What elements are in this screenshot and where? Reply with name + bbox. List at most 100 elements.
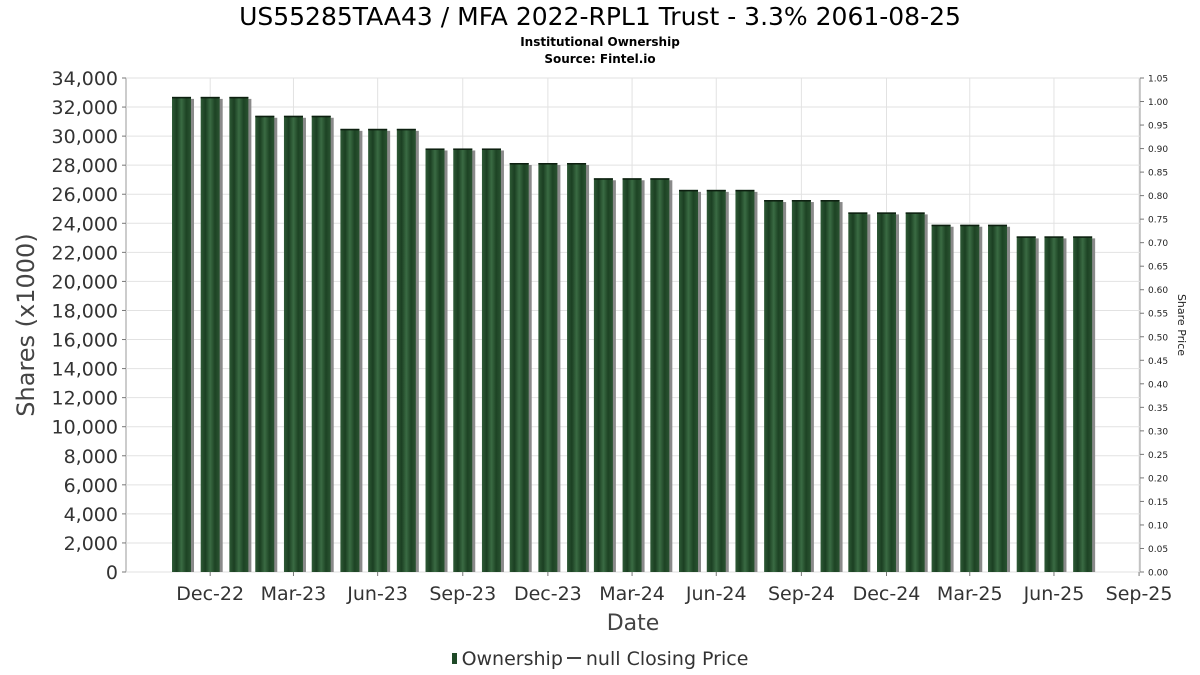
y2-tick-label: 0.50 [1148,333,1168,343]
ownership-bar [425,148,445,572]
y-tick-label: 28,000 [52,155,118,177]
ownership-bar [200,96,220,572]
ownership-bar [877,212,896,572]
bar-cap [368,128,388,131]
bar-cap [283,115,303,118]
y2-tick-label: 0.95 [1148,122,1168,132]
bar-cap [593,178,613,180]
ownership-bar [255,115,275,572]
y2-tick-label: 0.60 [1148,286,1168,296]
ownership-bar [905,212,925,572]
ownership-bar [1044,236,1064,572]
bar-cap [905,212,925,214]
ownership-bar [567,162,587,572]
bar-cap [622,178,642,180]
ownership-bar [172,96,192,572]
y2-tick-label: 0.05 [1148,545,1168,555]
x-tick-label: Jun-24 [685,583,747,605]
y2-tick-label: 0.55 [1148,310,1168,320]
bar-cap [396,128,416,131]
bar-cap [848,212,868,214]
y2-tick-label: 1.00 [1148,98,1168,108]
ownership-bar [1016,236,1036,572]
y2-tick-label: 0.90 [1148,145,1168,155]
bar-cap [960,224,980,227]
chart-subtitle: Institutional Ownership [520,35,680,49]
x-tick-label: Mar-23 [261,583,327,605]
bar-cap [200,96,220,99]
bar-cap [255,115,275,118]
ownership-bar [764,200,784,572]
ownership-bar [1073,236,1093,572]
y-tick-label: 4,000 [64,504,118,526]
y2-tick-label: 0.35 [1148,404,1168,414]
y2-tick-label: 0.80 [1148,192,1168,202]
ownership-bar [396,128,416,572]
x-tick-label: Sep-23 [429,583,496,605]
ownership-bar [791,200,811,572]
y2-tick-label: 0.25 [1148,451,1168,461]
ownership-bar [340,128,360,572]
y-tick-label: 24,000 [52,213,118,235]
ownership-bar [622,178,642,573]
x-tick-label: Jun-23 [346,583,408,605]
y2-tick-label: 0.70 [1148,239,1168,249]
y-tick-label: 2,000 [64,533,118,555]
ownership-bar [229,96,249,572]
ownership-bar [931,224,951,572]
ownership-bar [650,178,670,573]
bar-cap [453,148,473,150]
y2-tick-label: 0.45 [1148,357,1168,367]
y2-tick-label: 0.00 [1148,569,1168,579]
x-axis-label: Date [607,611,660,636]
bar-cap [172,96,192,99]
y-tick-label: 34,000 [52,68,118,90]
bar-cap [706,189,726,192]
x-tick-label: Mar-25 [937,583,1003,605]
y-tick-label: 8,000 [64,446,118,468]
bar-cap [764,200,784,202]
y2-tick-label: 0.15 [1148,498,1168,508]
ownership-bar [593,178,613,573]
y2-tick-label: 0.65 [1148,263,1168,273]
ownership-bar [509,162,529,572]
bar-cap [650,178,670,180]
x-tick-label: Dec-24 [853,583,921,605]
y2-tick-label: 0.30 [1148,427,1168,437]
bar-cap [1044,236,1064,238]
y-tick-label: 16,000 [52,330,118,352]
y2-tick-label: 0.10 [1148,521,1168,531]
y-tick-label: 18,000 [52,300,118,322]
y-tick-label: 10,000 [52,417,118,439]
ownership-bar [960,224,980,572]
bar-cap [679,189,699,192]
chart-source: Source: Fintel.io [544,52,656,66]
y-tick-label: 32,000 [52,97,118,119]
y2-axis-label: Share Price [1175,294,1188,356]
legend-closing-price: null Closing Price [585,648,749,670]
y-tick-label: 12,000 [52,388,118,410]
y-tick-label: 30,000 [52,126,118,148]
bar-cap [311,115,331,118]
ownership-bar [311,115,331,572]
y-tick-label: 26,000 [52,184,118,206]
bar-cap [988,224,1008,227]
ownership-bar [988,224,1008,572]
y-tick-label: 14,000 [52,359,118,381]
y2-tick-label: 0.75 [1148,216,1168,226]
x-tick-label: Dec-22 [176,583,244,605]
bar-cap [509,162,529,165]
x-tick-label: Sep-24 [768,583,835,605]
ownership-bar [538,162,558,572]
ownership-bar [481,148,501,572]
y2-tick-label: 1.05 [1148,75,1168,85]
y2-tick-label: 0.85 [1148,169,1168,179]
ownership-bar [453,148,473,572]
bar-cap [1016,236,1036,238]
y2-tick-label: 0.40 [1148,380,1168,390]
ownership-bar [735,189,755,572]
y2-tick-label: 0.20 [1148,474,1168,484]
y-tick-label: 20,000 [52,271,118,293]
ownership-bar [848,212,868,572]
